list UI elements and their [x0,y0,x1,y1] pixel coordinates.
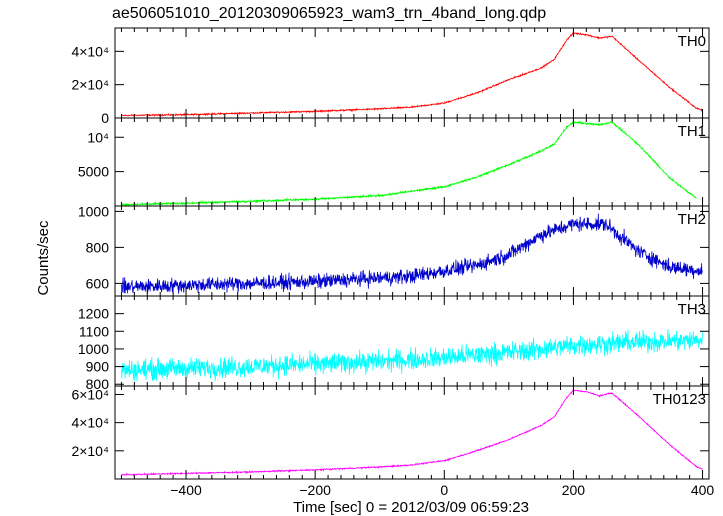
series-th0123 [121,388,703,477]
series-line [121,120,697,207]
y-tick-label: 1100 [79,323,109,339]
x-ticks-th3 [120,296,704,386]
y-tick-label: 2×10⁴ [71,77,109,93]
panel-th2: 600 800 1000 TH2 [78,203,710,297]
chart-title: ae506051010_20120309065923_wam3_trn_4ban… [112,5,546,22]
x-tick-labels: −400 −200 0 200 400 [170,482,714,498]
panel-th0: 0 2×10⁴ 4×10⁴ TH0 [71,27,710,126]
panel-label-th1: TH1 [678,123,706,140]
panel-label-th0123: TH0123 [653,391,706,408]
series-line [121,213,703,294]
y-tick-label: 1000 [78,341,109,357]
y-ticks-th0123: 2×10⁴ 4×10⁴ 6×10⁴ [71,386,709,459]
panel-frame [114,27,710,119]
y-tick-label: 5000 [78,164,109,180]
series-line [121,32,703,118]
x-tick-label: −400 [170,482,202,498]
x-ticks-th0 [120,28,704,118]
series-th2 [121,213,703,294]
series-th1 [121,120,697,207]
panel-label-th2: TH2 [678,211,706,228]
series-line [121,388,703,477]
x-ticks-th2 [120,206,704,296]
x-tick-label: 400 [691,482,715,498]
y-tick-label: 6×10⁴ [71,386,109,402]
series-th3 [121,328,703,382]
y-tick-label: 4×10⁴ [71,415,109,431]
x-tick-label: 200 [562,482,586,498]
panel-frame [114,385,710,480]
panel-frame [114,117,710,207]
y-ticks-th2: 600 800 1000 [78,203,709,291]
y-ticks-th0: 0 2×10⁴ 4×10⁴ [71,43,709,126]
y-tick-label: 900 [86,359,110,375]
panel-th0123: 2×10⁴ 4×10⁴ 6×10⁴ TH0123 [71,385,710,480]
series-th0 [121,32,703,118]
x-tick-label: −200 [299,482,331,498]
x-ticks-th0123 [120,386,704,479]
y-tick-label: 800 [86,239,110,255]
y-tick-label: 1000 [78,203,109,219]
y-axis-label: Counts/sec [35,220,52,296]
y-ticks-th1: 5000 10⁴ [78,129,709,180]
y-tick-label: 10⁴ [87,129,109,145]
panel-label-th0: TH0 [678,33,706,50]
panel-th1: 5000 10⁴ TH1 [78,117,710,207]
series-line [121,328,703,382]
y-tick-label: 4×10⁴ [71,43,109,59]
y-tick-label: 600 [86,275,110,291]
y-tick-label: 1200 [78,306,109,322]
x-ticks-th1 [120,118,704,206]
y-tick-label: 800 [86,376,110,392]
panel-label-th3: TH3 [678,301,706,318]
y-tick-label: 2×10⁴ [71,443,109,459]
y-tick-label: 0 [101,110,109,126]
x-tick-label: 0 [440,482,448,498]
panel-frame [114,205,710,297]
x-axis-label: Time [sec] 0 = 2012/03/09 06:59:23 [293,499,529,516]
